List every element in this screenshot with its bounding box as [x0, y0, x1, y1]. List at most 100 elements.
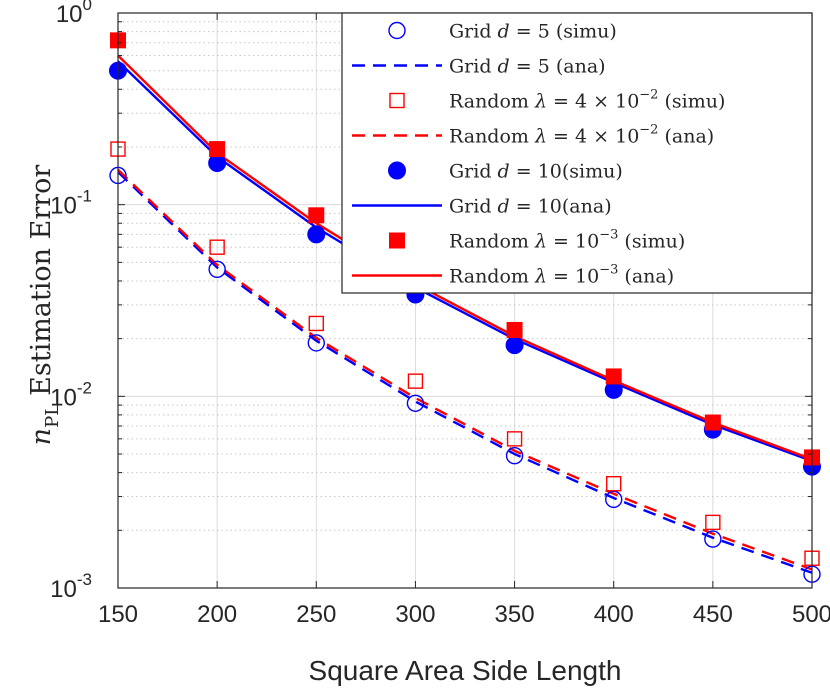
legend-label-part: d	[498, 196, 510, 218]
legend-label-part: = 10	[547, 231, 599, 253]
data-point-r4s	[506, 431, 523, 447]
legend-label-part: Random	[449, 126, 535, 148]
series-layer	[109, 32, 821, 583]
legend-label-part: λ	[534, 266, 547, 288]
legend-label-part: Grid	[449, 161, 498, 183]
y-tick-exponent: 0	[83, 0, 92, 14]
legend-label-part: Random	[449, 231, 535, 253]
data-point-g5s	[704, 530, 722, 548]
legend-label-part: −2	[639, 88, 658, 103]
legend-label-part: = 4 × 10	[547, 126, 639, 148]
y-axis-label: nPL Estimation Error	[26, 165, 63, 446]
legend-marker-sample	[388, 21, 406, 40]
legend-label-part: d	[498, 21, 510, 43]
series-line-r4a	[117, 168, 813, 571]
legend-label-part: (ana)	[618, 266, 674, 288]
y-tick-exponent: -1	[77, 187, 92, 206]
legend-label-part: d	[498, 56, 510, 78]
series-line-r3a	[117, 54, 813, 461]
legend: Grid d = 5 (simu)Grid d = 5 (ana)Random …	[341, 12, 813, 294]
legend-item-g5a: Grid d = 5 (ana)	[352, 56, 606, 78]
data-point-r4s	[407, 373, 424, 389]
legend-label: Grid d = 10(ana)	[449, 196, 612, 218]
data-point-g5s	[307, 334, 325, 352]
data-point-g5s	[406, 394, 425, 412]
data-point-r4s	[705, 514, 721, 531]
legend-label-part: Grid	[449, 56, 498, 78]
data-point-r4s	[606, 476, 622, 492]
legend-item-r3a: Random λ = 10−3 (ana)	[352, 263, 674, 288]
y-axis-label-subscript: PL	[42, 404, 63, 428]
legend-label-part: Random	[449, 266, 535, 288]
y-tick-base: 10	[50, 384, 77, 411]
x-tick-label: 250	[296, 601, 336, 628]
legend-label-part: λ	[534, 126, 547, 148]
legend-label-part: −3	[599, 228, 618, 243]
data-point-r3s	[506, 321, 523, 338]
legend-marker-sample	[389, 232, 405, 249]
legend-box	[341, 12, 813, 294]
legend-label: Random λ = 10−3 (ana)	[449, 263, 674, 288]
legend-label: Grid d = 5 (simu)	[449, 21, 617, 43]
legend-label-part: −2	[639, 123, 658, 138]
x-tick-label: 450	[693, 601, 733, 628]
y-axis-label-rest: Estimation Error	[26, 165, 57, 396]
data-point-r3s	[605, 368, 622, 385]
legend-label-part: −3	[599, 263, 618, 278]
x-tick-label: 200	[197, 601, 237, 628]
x-tick-label: 300	[395, 601, 435, 628]
legend-marker-sample	[389, 92, 405, 109]
legend-label-part: = 5 (simu)	[510, 21, 617, 43]
y-tick-label: 10-2	[50, 378, 92, 411]
legend-label-part: (simu)	[658, 91, 725, 113]
legend-label-part: Grid	[449, 21, 498, 43]
data-point-r4s	[308, 315, 324, 332]
data-point-g10s	[307, 225, 326, 244]
data-point-r4s	[209, 239, 225, 255]
x-tick-label: 500	[792, 601, 830, 628]
legend-item-r4a: Random λ = 4 × 10−2 (ana)	[352, 123, 714, 148]
legend-marker-sample	[388, 161, 406, 180]
y-tick-base: 10	[50, 576, 77, 603]
x-tick-label: 350	[495, 601, 535, 628]
legend-label-part: = 10(simu)	[510, 161, 623, 183]
legend-label-part: Grid	[449, 196, 498, 218]
data-point-r3s	[704, 414, 721, 431]
x-tick-label: 400	[594, 601, 634, 628]
y-tick-label: 10-3	[50, 570, 92, 603]
legend-item-g5s: Grid d = 5 (simu)	[388, 21, 617, 43]
series-line-g5a	[117, 171, 813, 574]
legend-label: Grid d = 5 (ana)	[449, 56, 606, 78]
series-line-g10a	[117, 60, 813, 463]
x-tick-label: 150	[98, 601, 138, 628]
y-tick-exponent: -3	[77, 570, 92, 589]
y-tick-exponent: -2	[77, 378, 92, 397]
legend-label-part: λ	[534, 91, 547, 113]
legend-item-r4s: Random λ = 4 × 10−2 (simu)	[389, 88, 725, 113]
legend-label-part: (ana)	[658, 126, 714, 148]
legend-label-part: λ	[534, 231, 547, 253]
legend-label: Grid d = 10(simu)	[449, 161, 623, 183]
data-point-g5s	[505, 447, 524, 465]
legend-label: Random λ = 10−3 (simu)	[449, 228, 685, 253]
data-point-g10s	[505, 336, 524, 355]
data-point-g5s	[208, 260, 226, 279]
legend-label-part: Random	[449, 91, 535, 113]
y-tick-label: 10-1	[50, 187, 92, 220]
legend-label: Random λ = 4 × 10−2 (ana)	[449, 123, 714, 148]
y-tick-base: 10	[56, 1, 83, 28]
legend-label-part: (simu)	[618, 231, 685, 253]
legend-label-part: = 10	[547, 266, 599, 288]
y-tick-base: 10	[50, 193, 77, 220]
legend-label-part: = 5 (ana)	[510, 56, 606, 78]
data-point-r3s	[209, 141, 226, 158]
legend-label-part: = 10(ana)	[510, 196, 612, 218]
legend-label-part: = 4 × 10	[547, 91, 639, 113]
data-point-r3s	[308, 207, 325, 224]
y-axis-label-symbol: n	[26, 428, 57, 445]
y-tick-label: 100	[56, 0, 92, 28]
legend-label-part: d	[498, 161, 510, 183]
legend-item-r3s: Random λ = 10−3 (simu)	[389, 228, 685, 253]
legend-item-g10a: Grid d = 10(ana)	[352, 196, 612, 218]
